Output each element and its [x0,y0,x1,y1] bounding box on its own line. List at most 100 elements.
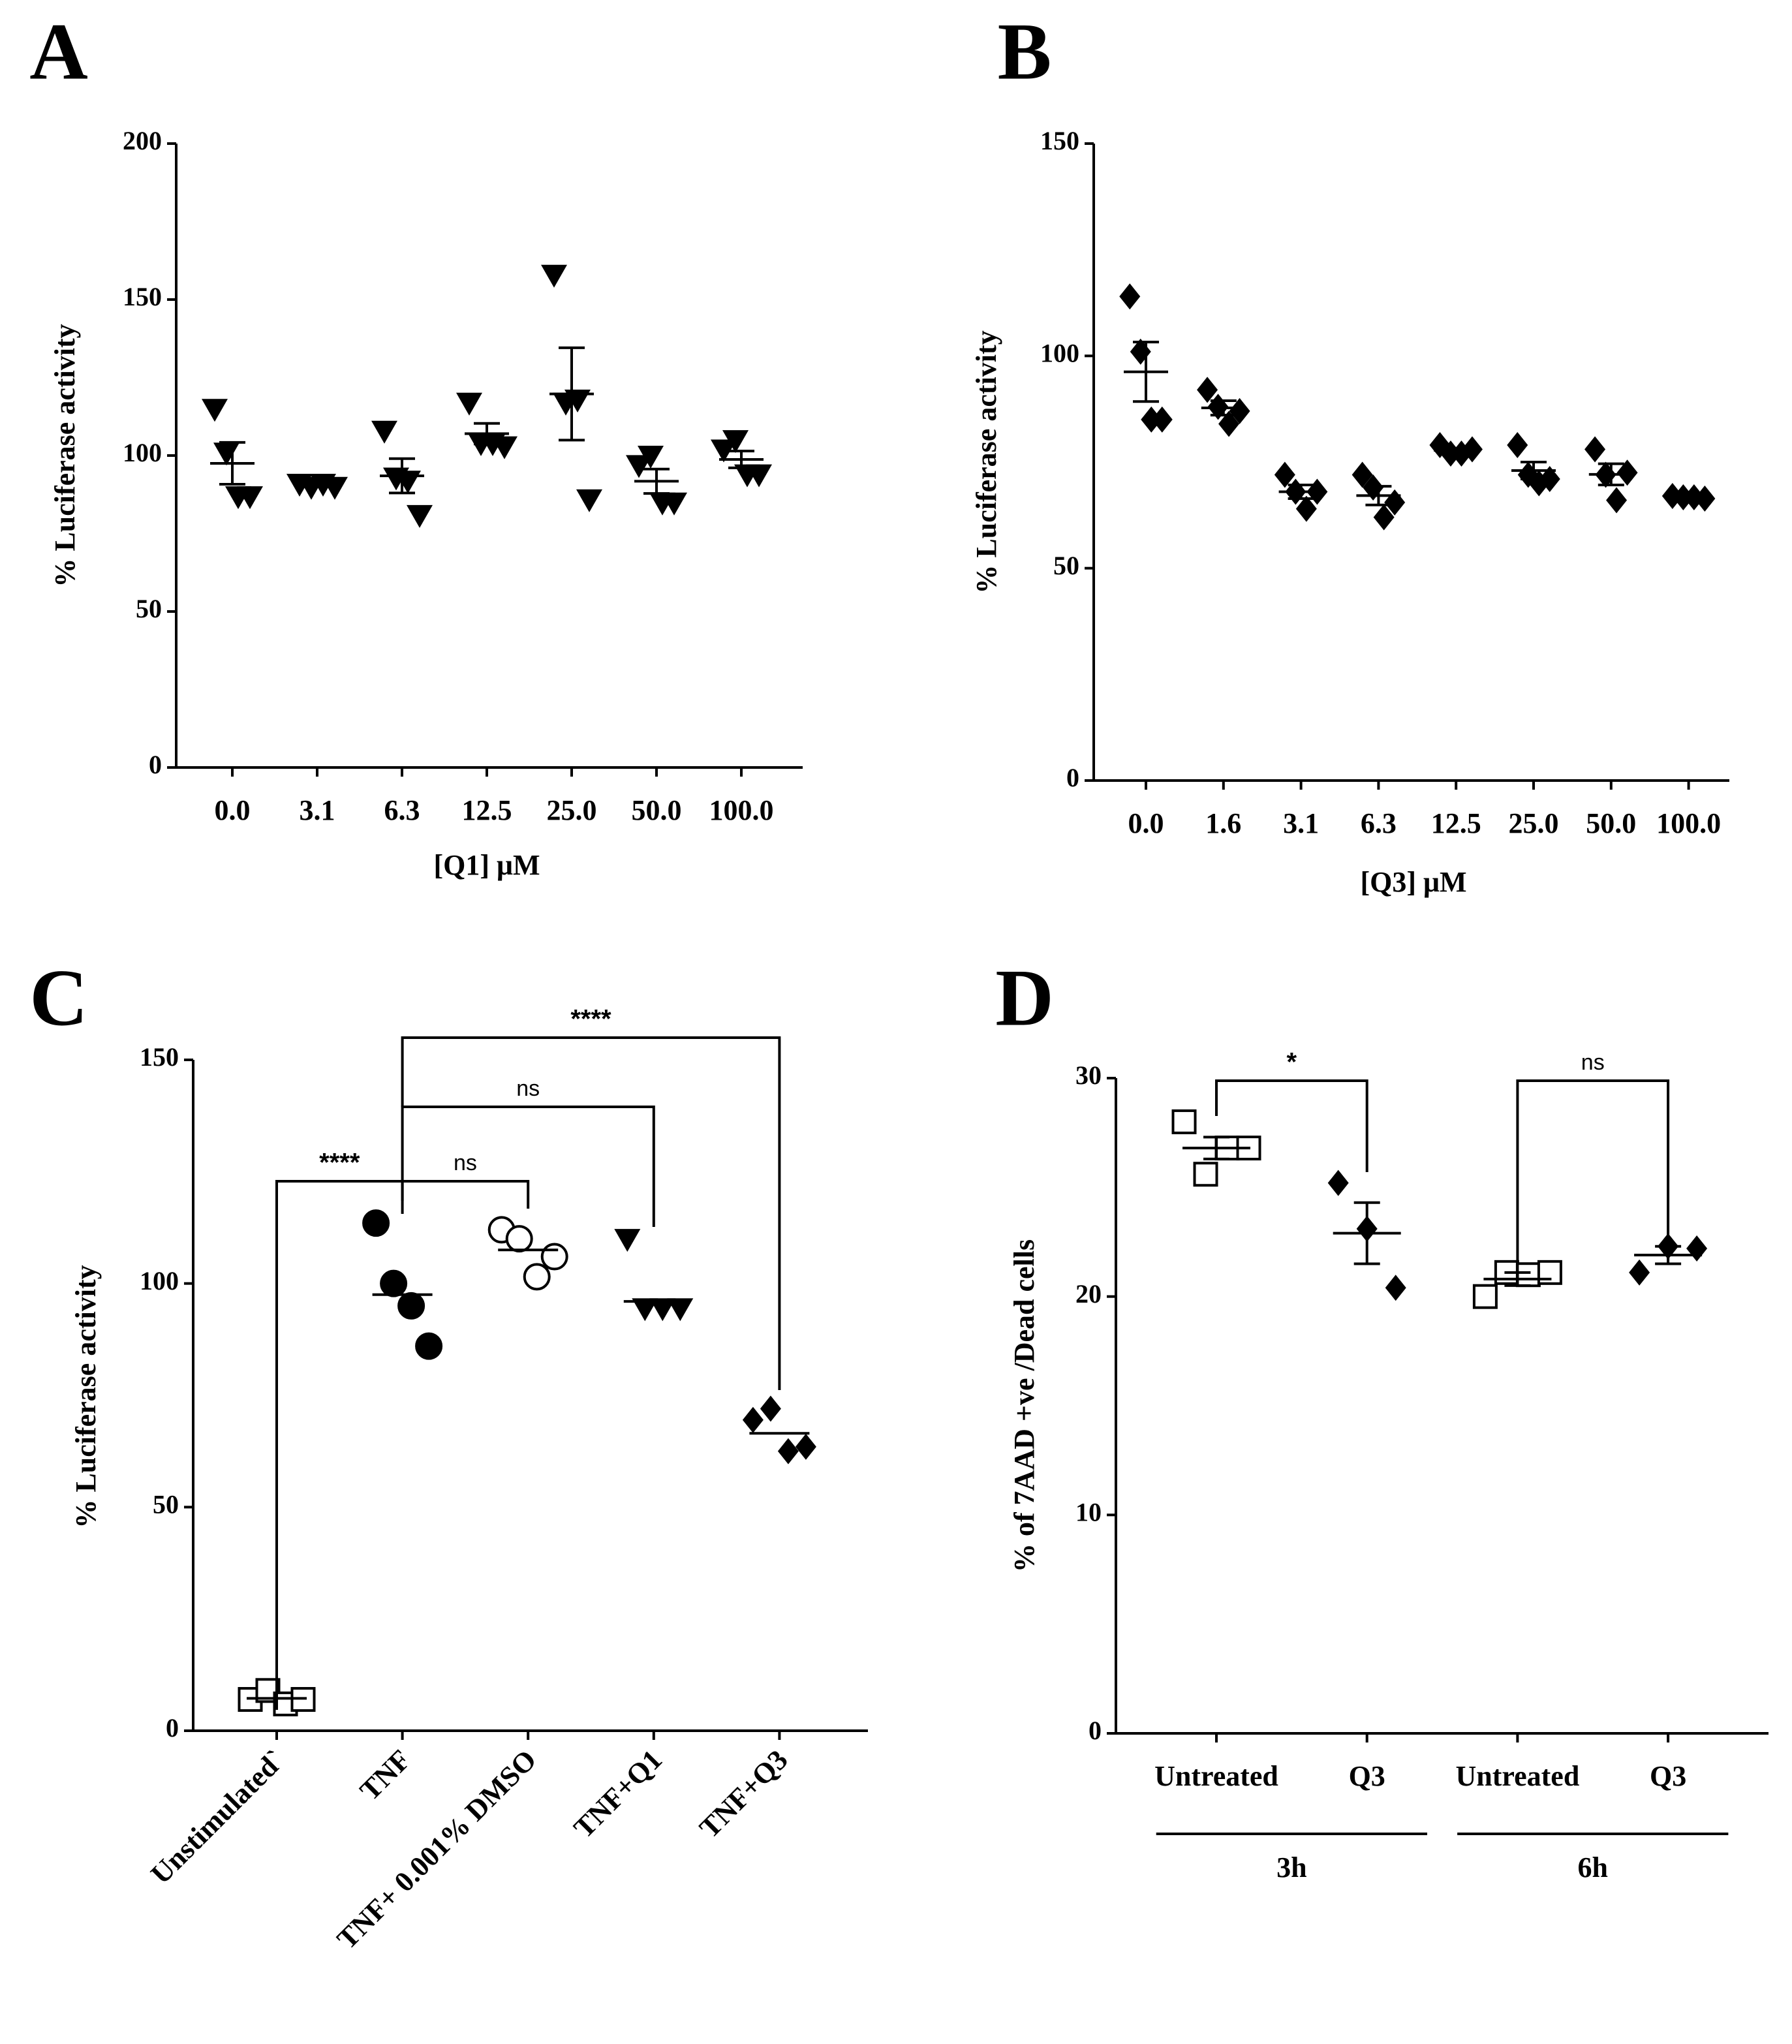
x-axis-label: [Q1] μM [433,849,540,881]
panel-letter: B [998,7,1052,96]
point [397,1292,425,1320]
panel-letter: C [29,953,88,1042]
point [362,1209,390,1237]
x-tick-label: TNF [354,1744,417,1807]
point [632,1298,658,1322]
significance-label: **** [319,1149,360,1177]
x-tick-label: 100.0 [709,794,774,826]
error-bar [474,422,500,446]
point [1472,1284,1498,1309]
x-tick-label: 100.0 [1656,807,1721,839]
point [1629,1259,1650,1286]
x-tick-label: Q3 [1650,1760,1686,1792]
significance-label: ns [516,1076,540,1101]
group-label: 6h [1578,1851,1608,1883]
error-bar [559,346,585,442]
x-tick-label: 50.0 [632,794,682,826]
point [1141,406,1162,433]
error-bar [1353,1201,1380,1265]
group-label: 3h [1276,1851,1306,1883]
point [541,264,567,288]
significance-label: **** [570,1005,611,1034]
significance-bracket [1215,1079,1368,1172]
point [722,430,749,454]
y-tick-label: 50 [136,594,162,623]
point [1197,377,1218,403]
point [1515,1262,1541,1288]
y-axis-label: % Luciferase activity [70,1265,102,1528]
error-bar [1133,341,1159,403]
x-tick-label: Q3 [1349,1760,1385,1792]
panel-letter: A [29,7,88,96]
x-tick-label: 25.0 [547,794,597,826]
y-tick-label: 0 [1089,1716,1102,1745]
significance-bracket [401,1180,530,1209]
y-tick-label: 0 [149,750,162,779]
point [667,1298,694,1322]
error-bar [1288,484,1314,500]
point [1584,436,1606,463]
error-bar [1210,399,1237,417]
y-tick-label: 150 [1040,126,1079,155]
point [742,1406,764,1433]
x-tick-label: TNF+Q1 [568,1744,668,1844]
y-tick-label: 150 [140,1042,179,1072]
point [649,1298,676,1322]
y-tick-label: 150 [123,282,162,311]
point [1539,466,1560,493]
significance-bracket [275,1180,404,1710]
point [1193,1162,1218,1187]
y-tick-label: 0 [166,1713,179,1742]
x-tick-label: 0.0 [215,794,251,826]
x-tick-label: 6.3 [384,794,420,826]
point [407,504,433,528]
x-tick-label: 0.0 [1128,807,1164,839]
error-bar [219,441,245,486]
point [746,464,772,488]
point [777,1438,799,1464]
point [1686,1235,1708,1262]
y-tick-label: 100 [140,1266,179,1295]
x-tick-label: 1.6 [1205,807,1241,839]
y-axis-label: % Luciferase activity [970,330,1002,593]
point [415,1332,443,1360]
y-tick-label: 50 [153,1490,179,1519]
point [380,1269,408,1297]
point [711,439,737,463]
y-tick-label: 100 [1040,339,1079,368]
point [1507,431,1528,458]
x-tick-label: Untreated [1455,1760,1579,1792]
point [1616,459,1638,486]
y-axis-label: % of 7AAD +ve /Dead cells [1008,1239,1040,1572]
error-bar [304,482,330,488]
point [626,455,652,478]
significance-bracket [1516,1079,1670,1286]
point [237,486,263,510]
point [1327,1169,1349,1196]
point [523,1263,551,1291]
point [202,399,228,422]
point [1171,1109,1197,1134]
error-bar [1365,485,1392,506]
point [1229,397,1250,424]
y-tick-label: 100 [123,438,162,467]
point [638,446,664,469]
point [1606,487,1628,514]
point [576,489,602,512]
x-tick-label: 12.5 [462,794,512,826]
panel-letter: D [995,953,1054,1042]
x-tick-label: TNF+Q3 [693,1744,794,1844]
point [1119,283,1141,310]
y-tick-label: 0 [1066,763,1079,792]
point [540,1243,568,1271]
error-bar [1521,461,1547,481]
point [1151,406,1173,433]
significance-bracket [401,1036,781,1390]
point [1295,495,1317,522]
point [1352,461,1373,488]
point [1373,504,1395,531]
y-tick-label: 30 [1075,1061,1102,1090]
point [322,476,348,500]
error-bar [1203,1136,1229,1160]
error-bar [389,457,415,495]
